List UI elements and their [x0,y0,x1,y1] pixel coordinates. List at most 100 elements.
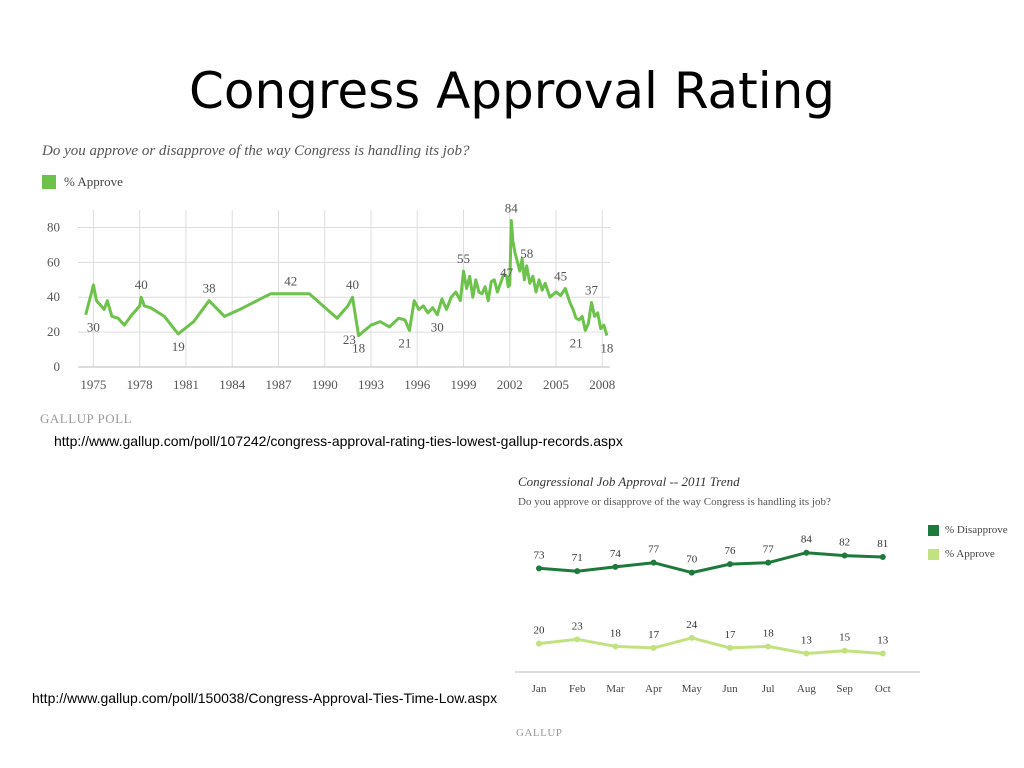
approve-data-label: 15 [839,632,851,644]
x-tick-label: Jul [762,683,775,695]
data-label: 55 [457,251,470,266]
data-label: 84 [505,200,519,215]
x-tick-label: 1987 [265,377,292,392]
x-tick-label: 1999 [451,377,477,392]
chart2-legend-approve-label: % Approve [945,548,995,560]
chart1-question: Do you approve or disapprove of the way … [42,143,470,159]
slide-title: Congress Approval Rating [188,62,836,120]
chart2-legend-approve: % Approve [928,548,995,560]
disapprove-data-label: 77 [648,544,660,556]
disapprove-data-label: 73 [534,549,546,561]
disapprove-point [688,569,695,576]
approve-data-label: 17 [648,629,660,641]
disapprove-series-line [538,551,883,575]
disapprove-data-label: 70 [686,554,698,566]
approve-data-label: 23 [572,620,584,632]
approve-swatch [42,175,56,189]
x-tick-label: Jan [532,683,547,695]
approve-data-label: 17 [725,629,737,641]
chart2-legend-disapprove: % Disapprove [928,524,1008,536]
source-url-1[interactable]: http://www.gallup.com/poll/107242/congre… [54,433,623,449]
x-tick-label: 1990 [312,377,338,392]
x-tick-label: 2002 [497,377,523,392]
data-label: 37 [585,282,599,297]
approve-point [536,640,542,647]
data-label: 21 [570,335,583,350]
x-tick-label: May [682,683,703,695]
approve-data-label: 13 [877,635,889,647]
approve-point [765,643,772,650]
chart2-legend-disapprove-label: % Disapprove [945,524,1008,536]
approve-point [574,636,581,643]
data-label: 38 [203,281,216,296]
disapprove-data-label: 71 [572,552,583,564]
disapprove-point [879,553,886,560]
approve-data-label: 20 [534,625,546,637]
x-tick-label: 1984 [219,377,246,392]
approve-data-label: 18 [763,627,775,639]
data-label: 42 [284,274,297,289]
chart2-source: GALLUP [516,727,563,739]
data-label: 18 [600,341,613,356]
disapprove-point [727,561,733,568]
y-tick-label: 80 [47,219,60,234]
x-tick-label: 2008 [589,377,615,392]
disapprove-point [765,559,772,566]
x-tick-label: 1996 [404,377,431,392]
approve-point [650,644,657,651]
chart2-title: Congressional Job Approval -- 2011 Trend [518,474,740,489]
data-label: 45 [554,269,567,284]
chart1-longterm-approval: 1975 1978 1981 1984 1987 1990 1993 1996 1999 2002… [47,200,615,392]
disapprove-point [803,549,810,556]
chart1-legend: % Approve [42,174,123,190]
x-tick-label: 1981 [173,377,199,392]
data-label: 19 [172,339,185,354]
data-label: 40 [135,277,148,292]
chart2-2011-trend: Jan Feb Mar Apr May Jun Jul Aug Sep Oct 73 71 74 77 70… [515,534,920,695]
x-tick-label: Jun [722,683,738,695]
data-label: 47 [500,265,514,280]
x-tick-label: Sep [836,683,853,695]
disapprove-data-label: 76 [725,545,737,557]
approve-series-line [538,636,883,655]
approve-point [612,643,619,650]
disapprove-data-label: 74 [610,548,622,560]
data-label: 18 [352,341,365,356]
disapprove-point [612,563,619,570]
x-tick-label: 1978 [127,377,153,392]
x-tick-label: Feb [569,683,586,695]
approve-series-line [84,219,609,338]
approve-point [803,650,810,657]
approve-data-label: 13 [801,635,813,647]
disapprove-point [536,565,542,572]
x-tick-label: 1975 [80,377,106,392]
disapprove-point [650,559,657,566]
chart2-question: Do you approve or disapprove of the way … [518,496,831,508]
disapprove-data-label: 81 [877,538,888,550]
y-tick-label: 0 [54,359,61,374]
disapprove-point [841,552,848,559]
disapprove-data-label: 77 [763,544,775,556]
x-tick-label: Oct [875,683,891,695]
data-label: 21 [398,335,411,350]
disapprove-data-label: 82 [839,537,850,549]
approve-data-label: 18 [610,627,622,639]
disapprove-data-label: 84 [801,534,813,546]
x-tick-label: Mar [606,683,625,695]
x-tick-label: 2005 [543,377,569,392]
approve-point [688,634,695,641]
x-tick-label: Apr [645,683,662,695]
source-url-2[interactable]: http://www.gallup.com/poll/150038/Congre… [32,690,498,706]
y-tick-label: 40 [47,289,60,304]
chart1-legend-label: % Approve [64,174,123,189]
approve-point [841,647,848,654]
approve-point [727,644,733,651]
x-tick-label: Aug [797,683,816,695]
disapprove-point [574,568,581,575]
x-tick-label: 1993 [358,377,384,392]
approve-point [879,650,886,657]
approve-data-label: 24 [686,619,698,631]
data-label: 23 [343,332,356,347]
chart1-source: GALLUP POLL [40,411,133,426]
disapprove-swatch [928,524,939,536]
